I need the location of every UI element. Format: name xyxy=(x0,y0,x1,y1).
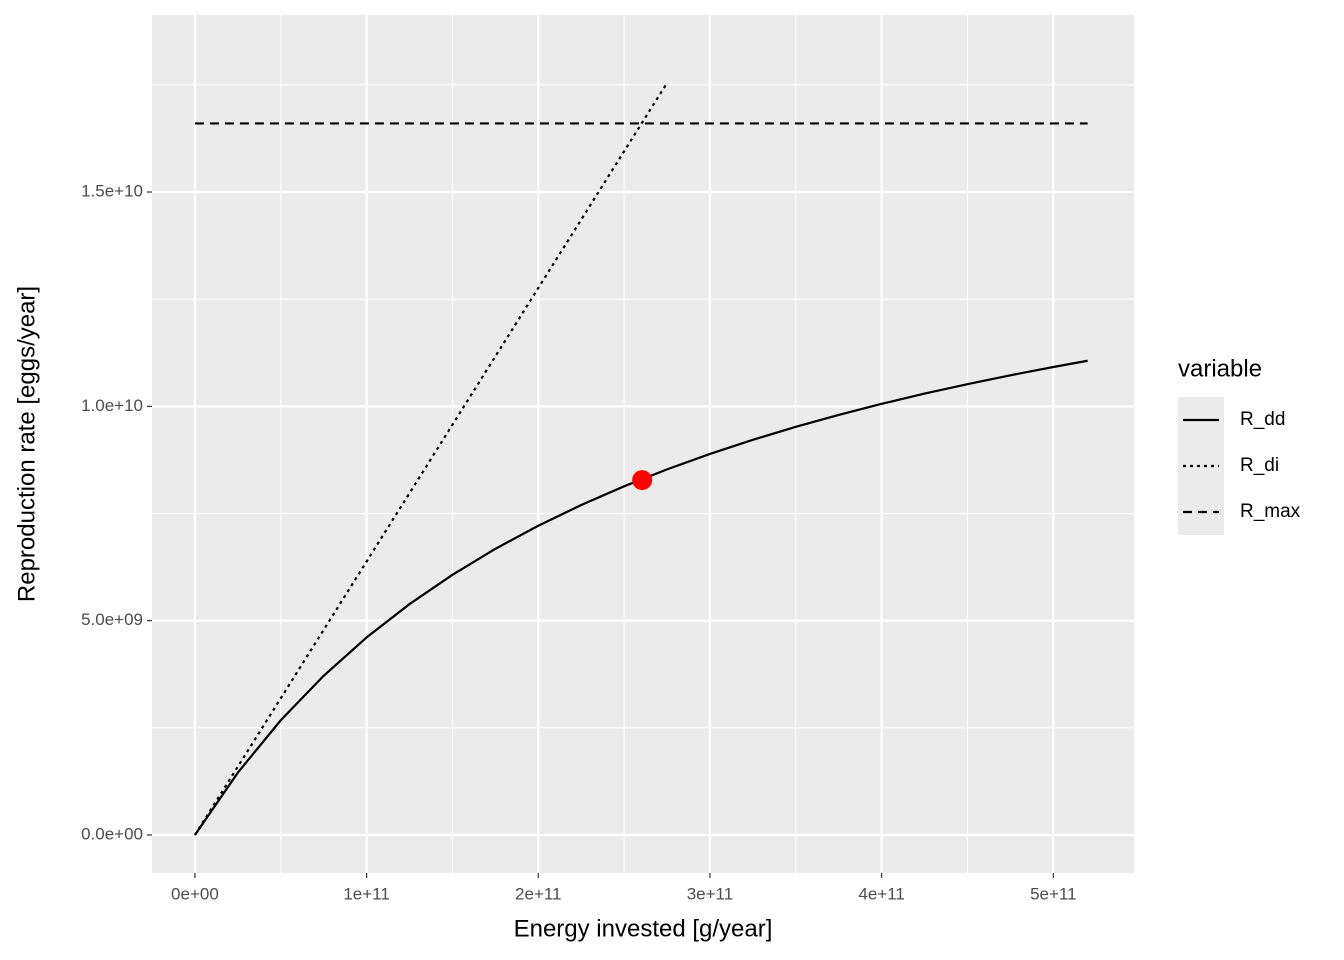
y-axis-title: Reproduction rate [eggs/year] xyxy=(13,286,40,602)
x-tick-label: 1e+11 xyxy=(343,884,389,903)
x-tick-label: 0e+00 xyxy=(171,884,219,903)
marks xyxy=(193,82,1088,836)
y-tick-label: 1.0e+10 xyxy=(81,396,143,415)
x-tick-label: 3e+11 xyxy=(687,884,733,903)
legend: R_dd R_di R_max xyxy=(1178,397,1301,535)
legend-label: R_dd xyxy=(1240,409,1285,430)
y-tick-label: 0.0e+00 xyxy=(81,824,143,843)
y-tick-label: 5.0e+09 xyxy=(81,610,143,629)
x-tick-label: 5e+11 xyxy=(1030,884,1076,903)
x-tick-label: 2e+11 xyxy=(515,884,561,903)
grid xyxy=(152,15,1134,873)
legend-title: variable xyxy=(1178,355,1262,382)
y-tick-label: 1.5e+10 xyxy=(81,182,143,201)
x-axis-title: Energy invested [g/year] xyxy=(514,915,773,942)
point xyxy=(632,470,653,491)
line-series xyxy=(193,82,668,836)
x-tick-label: 4e+11 xyxy=(858,884,904,903)
legend-label: R_di xyxy=(1240,455,1279,476)
panel xyxy=(152,15,1134,873)
legend-label: R_max xyxy=(1240,501,1301,522)
